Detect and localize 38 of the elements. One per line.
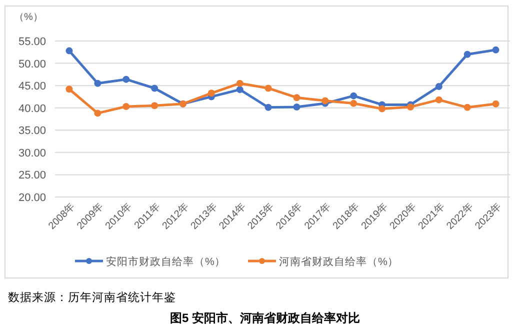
y-tick-label: 25.00	[18, 170, 46, 182]
legend-label: 河南省财政自给率（%）	[279, 255, 398, 268]
point	[122, 103, 130, 110]
point	[122, 76, 130, 83]
point	[94, 110, 102, 117]
point	[322, 97, 329, 104]
point	[350, 92, 358, 100]
point	[151, 84, 158, 92]
point	[378, 105, 386, 112]
y-tick-label: 50.00	[18, 58, 46, 70]
point	[293, 103, 300, 110]
y-axis-title: （%）	[14, 12, 43, 23]
y-tick-label: 55.00	[18, 36, 46, 48]
y-tick-label: 30.00	[18, 147, 46, 160]
point	[464, 104, 471, 111]
point	[492, 46, 500, 54]
y-tick-label: 40.00	[18, 102, 46, 115]
point	[66, 47, 73, 54]
point	[208, 90, 215, 97]
y-tick-label: 35.00	[18, 125, 46, 138]
point	[293, 94, 300, 102]
source-note: 数据来源：历年河南省统计年鉴	[8, 290, 176, 304]
point	[151, 102, 158, 110]
point	[236, 80, 244, 87]
point	[94, 80, 102, 87]
point	[350, 100, 358, 107]
point	[264, 104, 272, 111]
point	[492, 100, 500, 108]
point	[236, 86, 244, 94]
y-tick-label: 45.00	[18, 80, 46, 93]
point	[66, 86, 73, 93]
point	[264, 84, 272, 92]
point	[464, 50, 471, 58]
text: 图5 安阳市、河南省财政自给率对比	[170, 311, 360, 325]
y-tick-label: 20.00	[18, 192, 46, 204]
point	[435, 96, 442, 104]
legend-label: 安阳市财政自给率（%）	[106, 255, 226, 268]
point	[435, 82, 442, 90]
